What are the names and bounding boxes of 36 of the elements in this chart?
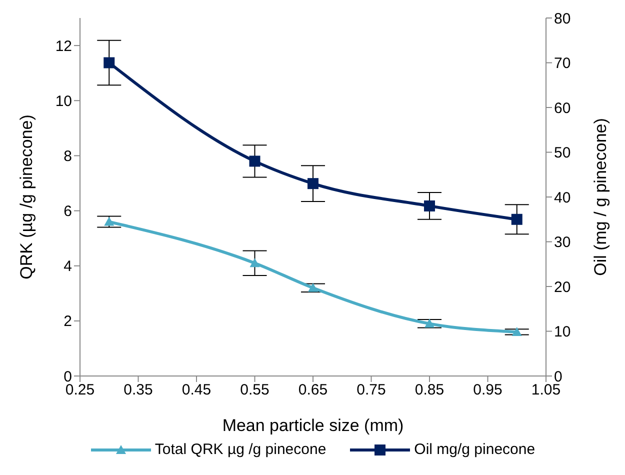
y2-tick-label: 10 [554, 324, 571, 341]
y-tick-label: 8 [64, 148, 72, 166]
point [308, 282, 318, 292]
y2-tick-label: 30 [554, 234, 571, 252]
x-tick-label: 0.45 [182, 382, 212, 399]
x-tick-label: 0.75 [356, 382, 386, 399]
point [249, 156, 260, 167]
y2-tick-label: 60 [554, 100, 571, 117]
legend-label: Oil mg/g pinecone [414, 441, 536, 458]
y-axis-title: QRK (µg /g pinecone) [17, 114, 36, 280]
point [104, 216, 114, 226]
x-tick-label: 0.35 [124, 382, 153, 399]
x-tick-label: 0.55 [240, 382, 270, 399]
point [308, 178, 318, 190]
y2-tick-label: 40 [554, 189, 571, 206]
point [511, 214, 522, 225]
y-tick-label: 10 [55, 92, 72, 110]
point [512, 326, 522, 336]
y2-axis-title: Oil (mg / g pinecone) [591, 118, 610, 276]
y-tick-label: 12 [55, 38, 72, 55]
x-tick-label: 0.65 [298, 382, 328, 399]
point [424, 318, 434, 328]
y-tick-label: 4 [64, 258, 72, 276]
point [424, 200, 435, 212]
point [104, 57, 115, 68]
point [250, 258, 260, 268]
y-tick-label: 6 [64, 203, 72, 220]
x-tick-label: 0.85 [414, 382, 444, 399]
y2-tick-label: 50 [554, 144, 571, 162]
y2-tick-label: 20 [554, 278, 571, 296]
y2-tick-label: 80 [554, 10, 571, 28]
y2-tick-label: 70 [554, 55, 571, 72]
y-tick-label: 2 [64, 313, 72, 330]
legend-label: Total QRK µg /g pinecone [154, 441, 326, 458]
x-axis-title: Mean particle size (mm) [222, 416, 404, 435]
x-tick-label: 0.95 [473, 382, 502, 399]
